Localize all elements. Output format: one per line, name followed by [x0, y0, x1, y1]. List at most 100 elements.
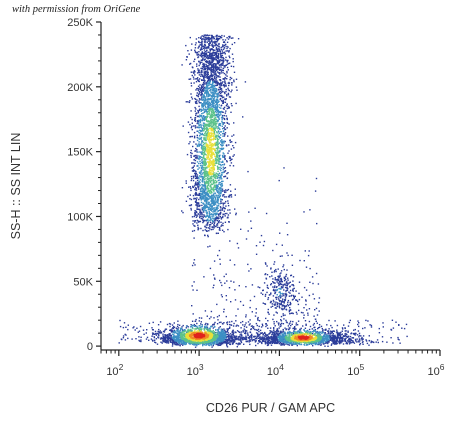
scatter-point: [209, 63, 212, 66]
scatter-point: [224, 140, 226, 143]
scatter-point: [244, 330, 246, 332]
scatter-point: [283, 294, 285, 297]
scatter-point: [227, 89, 230, 91]
scatter-point: [197, 85, 200, 87]
scatter-point: [198, 127, 200, 129]
scatter-point: [194, 44, 197, 46]
scatter-point: [204, 45, 207, 47]
scatter-point: [294, 343, 296, 345]
scatter-point: [232, 165, 235, 167]
scatter-point: [270, 331, 272, 333]
scatter-point: [228, 334, 230, 337]
scatter-point: [229, 76, 232, 79]
scatter-point: [224, 191, 226, 194]
scatter-point: [287, 341, 289, 344]
scatter-point: [221, 182, 223, 185]
scatter-point: [225, 88, 227, 91]
scatter-point: [197, 126, 199, 128]
scatter-point: [229, 323, 231, 326]
scatter-point: [220, 110, 223, 113]
scatter-point: [220, 328, 222, 330]
scatter-point: [206, 205, 209, 208]
scatter-point: [201, 48, 203, 51]
scatter-point: [285, 290, 287, 292]
scatter-point: [195, 194, 197, 196]
scatter-point: [280, 325, 282, 327]
scatter-point: [206, 343, 208, 345]
scatter-point: [342, 335, 345, 337]
scatter-point: [198, 325, 200, 327]
scatter-point: [275, 342, 278, 344]
scatter-point: [122, 337, 125, 339]
scatter-point: [211, 52, 214, 54]
scatter-point: [203, 62, 205, 65]
scatter-point: [318, 334, 321, 336]
scatter-point: [257, 337, 260, 339]
scatter-point: [196, 222, 198, 224]
scatter-point: [205, 220, 208, 222]
scatter-point: [209, 212, 211, 214]
scatter-point: [197, 137, 199, 139]
scatter-point: [286, 332, 289, 335]
scatter-point: [222, 333, 225, 335]
scatter-point: [203, 56, 206, 58]
scatter-point: [179, 329, 182, 332]
scatter-point: [177, 328, 179, 331]
scatter-point: [215, 95, 217, 98]
scatter-point: [191, 264, 194, 267]
scatter-point: [230, 301, 232, 303]
scatter-point: [325, 335, 328, 337]
scatter-point: [213, 331, 215, 333]
scatter-point: [375, 341, 377, 343]
scatter-point: [208, 344, 211, 347]
scatter-point: [201, 74, 203, 76]
scatter-point: [198, 327, 201, 329]
scatter-point: [213, 78, 215, 81]
scatter-point: [210, 83, 213, 86]
scatter-point: [206, 229, 208, 232]
scatter-point: [341, 337, 343, 339]
scatter-point: [168, 333, 170, 335]
scatter-point: [282, 323, 285, 325]
scatter-point: [281, 283, 283, 286]
scatter-point: [262, 325, 264, 327]
scatter-point: [219, 213, 221, 215]
scatter-point: [209, 228, 211, 230]
scatter-point: [201, 89, 204, 91]
scatter-point: [216, 101, 218, 103]
scatter-point: [178, 342, 180, 344]
scatter-point: [204, 229, 206, 231]
scatter-point: [189, 78, 192, 80]
scatter-point: [257, 332, 259, 335]
scatter-point: [275, 337, 277, 340]
scatter-point: [223, 328, 225, 330]
scatter-point: [234, 336, 236, 338]
scatter-point: [209, 89, 211, 92]
scatter-point: [287, 283, 289, 285]
scatter-point: [208, 317, 211, 320]
scatter-point: [210, 58, 212, 60]
scatter-point: [200, 115, 203, 117]
scatter-point: [210, 62, 212, 64]
scatter-point: [222, 147, 225, 149]
scatter-point: [214, 45, 216, 47]
scatter-point: [370, 326, 373, 328]
scatter-point: [220, 70, 223, 72]
scatter-point: [200, 227, 202, 230]
scatter-point: [198, 100, 200, 102]
scatter-point: [341, 330, 343, 332]
scatter-point: [171, 328, 173, 330]
scatter-point: [212, 323, 214, 326]
scatter-point: [186, 56, 188, 58]
scatter-point: [205, 86, 208, 88]
scatter-point: [212, 67, 215, 69]
scatter-point: [250, 335, 252, 337]
scatter-point: [175, 338, 177, 340]
scatter-point: [193, 159, 195, 161]
scatter-point: [122, 326, 125, 329]
scatter-point: [196, 51, 198, 54]
scatter-point: [285, 305, 287, 308]
scatter-point: [217, 112, 220, 114]
scatter-point: [224, 157, 226, 160]
scatter-point: [276, 332, 278, 334]
